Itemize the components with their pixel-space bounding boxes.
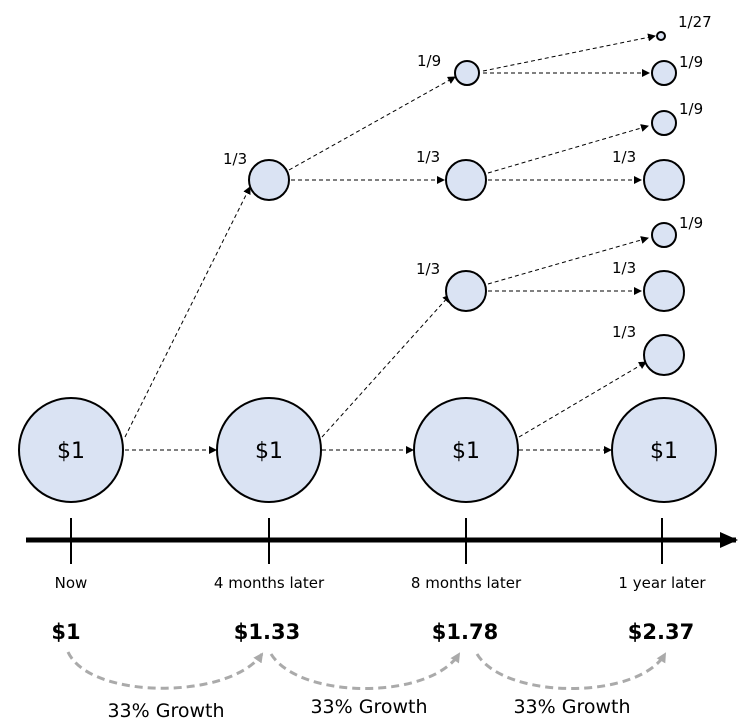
fraction-label: 1/3 bbox=[612, 148, 636, 166]
node-8-months bbox=[413, 397, 519, 503]
arrow-8m-grandchild-to-1-27 bbox=[482, 33, 656, 72]
time-label-4-months: 4 months later bbox=[214, 574, 325, 592]
dashed-arrows bbox=[124, 33, 656, 454]
fraction-label: 1/3 bbox=[612, 259, 636, 277]
node-1y-grandchild-top bbox=[651, 60, 677, 86]
growth-label-2: 33% Growth bbox=[310, 696, 427, 718]
growth-arc-2 bbox=[269, 652, 461, 690]
arrow-now-to-4m-child bbox=[124, 186, 251, 438]
node-1y-great-grandchild bbox=[656, 31, 666, 41]
node-4-months-label: $1 bbox=[255, 439, 283, 464]
value-now: $1 bbox=[51, 620, 80, 644]
node-1y-middle-child bbox=[643, 270, 685, 312]
node-8m-grandchild bbox=[454, 60, 480, 86]
node-1y-lower-child bbox=[643, 334, 685, 376]
growth-arc-3 bbox=[475, 652, 667, 690]
arrow-4m-child-to-8m-grandchild bbox=[288, 76, 456, 171]
growth-arcs bbox=[66, 651, 667, 690]
value-8-months: $1.78 bbox=[432, 620, 498, 644]
node-1y-grandchild-lower bbox=[651, 222, 677, 248]
node-now bbox=[18, 397, 124, 503]
fraction-label: 1/9 bbox=[679, 214, 703, 232]
fraction-label: 1/9 bbox=[679, 53, 703, 71]
circles bbox=[18, 31, 717, 503]
node-1-year-label: $1 bbox=[650, 439, 678, 464]
value-4-months: $1.33 bbox=[234, 620, 300, 644]
node-now-label: $1 bbox=[57, 439, 85, 464]
fraction-label: 1/3 bbox=[416, 260, 440, 278]
node-8m-lower-child bbox=[445, 270, 487, 312]
growth-arc-1 bbox=[66, 651, 264, 690]
fraction-label: 1/3 bbox=[223, 150, 247, 168]
arrow-8m-to-1y-child bbox=[518, 361, 647, 438]
node-1y-upper-child bbox=[643, 159, 685, 201]
arrow-4m-to-8m-child bbox=[321, 294, 451, 438]
node-4m-child bbox=[248, 159, 290, 201]
node-8-months-label: $1 bbox=[452, 439, 480, 464]
time-label-now: Now bbox=[55, 574, 88, 592]
node-1-year bbox=[611, 397, 717, 503]
node-4-months bbox=[216, 397, 322, 503]
value-1-year: $2.37 bbox=[628, 620, 694, 644]
fraction-label: 1/3 bbox=[416, 148, 440, 166]
fraction-label: 1/27 bbox=[678, 13, 712, 31]
fraction-label: 1/3 bbox=[612, 323, 636, 341]
fraction-label: 1/9 bbox=[417, 52, 441, 70]
node-8m-upper-child bbox=[445, 159, 487, 201]
growth-label-1: 33% Growth bbox=[107, 700, 224, 722]
time-label-8-months: 8 months later bbox=[411, 574, 522, 592]
growth-label-3: 33% Growth bbox=[513, 696, 630, 718]
fraction-label: 1/9 bbox=[679, 100, 703, 118]
timeline-ticks bbox=[70, 518, 663, 564]
time-label-1-year: 1 year later bbox=[618, 574, 706, 592]
node-1y-grandchild-upper bbox=[651, 110, 677, 136]
